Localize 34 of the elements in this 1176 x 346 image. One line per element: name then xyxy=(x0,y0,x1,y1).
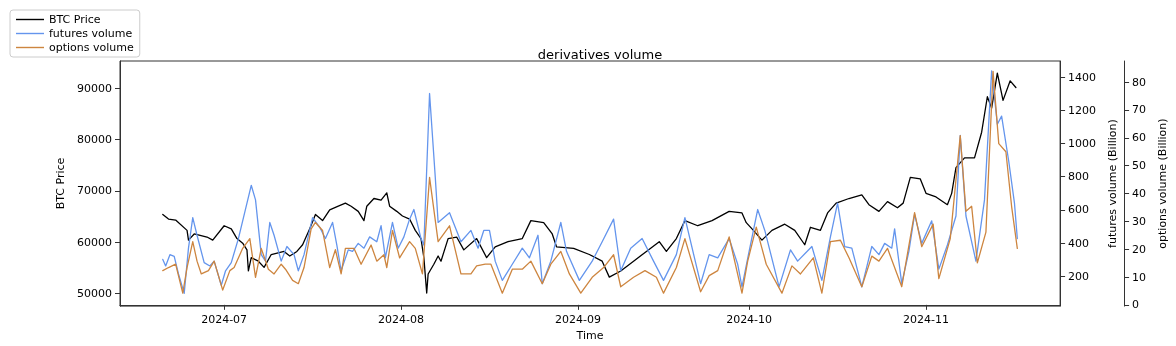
y-tick-label: 50000 xyxy=(77,287,112,301)
y3-tick-label: 60 xyxy=(1132,131,1147,145)
y-tick-label: 80000 xyxy=(77,132,112,146)
chart-title: derivatives volume xyxy=(537,47,663,62)
y3-tick-label: 40 xyxy=(1132,187,1147,200)
x-tick-label: 2024-11 xyxy=(903,313,949,327)
legend-label: futures volume xyxy=(49,27,133,40)
y2-tick-label: 1000 xyxy=(1068,136,1097,150)
x-tick-label: 2024-07 xyxy=(201,313,248,327)
y2-tick-label: 600 xyxy=(1068,203,1090,217)
x-tick-label: 2024-10 xyxy=(726,313,773,327)
x-tick-label: 2024-09 xyxy=(554,313,601,327)
y2-tick-label: 400 xyxy=(1068,236,1090,250)
x-axis-title: Time xyxy=(575,329,604,342)
y3-tick-label: 10 xyxy=(1132,270,1147,284)
y-tick-label: 60000 xyxy=(77,235,112,249)
y3-tick-label: 70 xyxy=(1132,103,1147,117)
y3-tick-label: 20 xyxy=(1132,242,1147,256)
legend-label: options volume xyxy=(49,41,134,54)
y2-tick-label: 800 xyxy=(1068,170,1090,184)
y-tick-label: 70000 xyxy=(77,184,112,198)
y-tick-label: 90000 xyxy=(77,81,112,95)
legend-label: BTC Price xyxy=(49,13,101,26)
y2-tick-label: 1400 xyxy=(1068,70,1097,84)
y3-tick-label: 80 xyxy=(1132,75,1147,89)
y3-tick-label: 0 xyxy=(1132,298,1140,312)
y3-axis-title: options volume (Billion) xyxy=(1156,118,1169,249)
y3-tick-label: 50 xyxy=(1132,159,1147,173)
y3-tick-label: 30 xyxy=(1132,214,1147,228)
x-tick-label: 2024-08 xyxy=(378,313,425,327)
y2-tick-label: 1200 xyxy=(1068,103,1097,117)
y-axis-title: BTC Price xyxy=(54,157,68,210)
y2-tick-label: 200 xyxy=(1068,269,1090,283)
y2-axis-title: futures volume (Billion) xyxy=(1106,119,1119,248)
